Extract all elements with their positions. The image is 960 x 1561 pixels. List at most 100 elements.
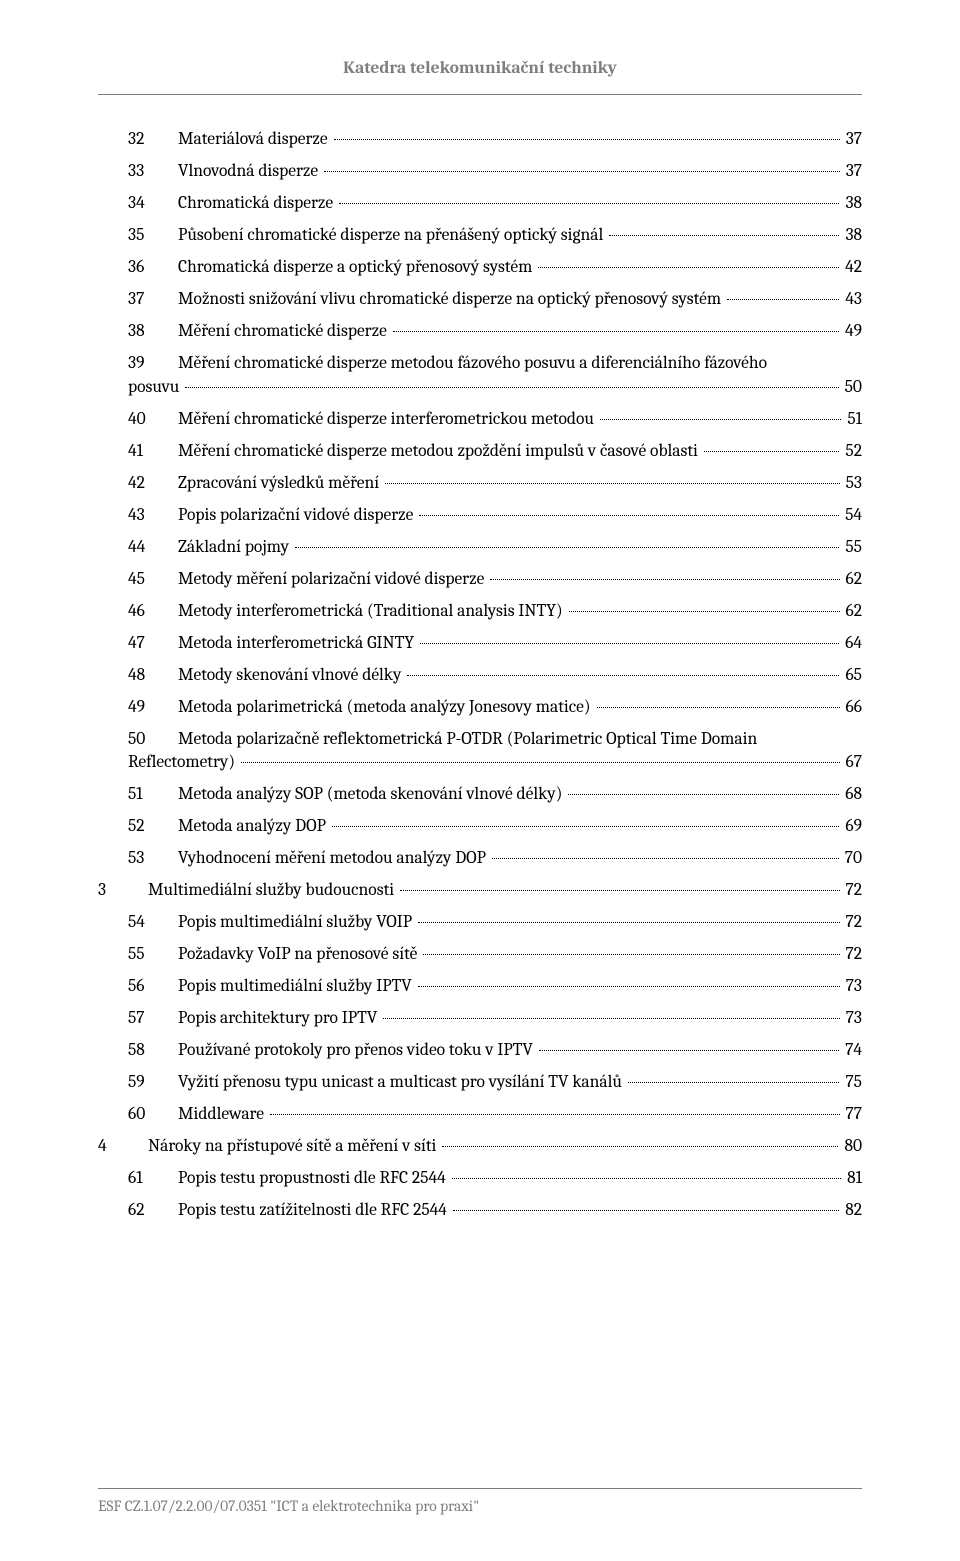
toc-entry[interactable]: 41Měření chromatické disperze metodou zp… bbox=[98, 443, 862, 461]
toc-number: 49 bbox=[128, 699, 178, 717]
toc-page: 51 bbox=[843, 411, 862, 429]
toc-entry-continuation[interactable]: Reflectometry)67 bbox=[98, 754, 862, 772]
toc-entry[interactable]: 55Požadavky VoIP na přenosové sítě72 bbox=[98, 946, 862, 964]
toc-entry[interactable]: 51Metoda analýzy SOP (metoda skenování v… bbox=[98, 786, 862, 804]
toc-title: Používané protokoly pro přenos video tok… bbox=[178, 1042, 537, 1060]
toc-title: Vyhodnocení měření metodou analýzy DOP bbox=[178, 850, 490, 868]
toc-entry[interactable]: 61Popis testu propustnosti dle RFC 25448… bbox=[98, 1170, 862, 1188]
toc-entry[interactable]: 60Middleware77 bbox=[98, 1106, 862, 1124]
header-title: Katedra telekomunikační techniky bbox=[343, 58, 617, 78]
toc-entry[interactable]: 57Popis architektury pro IPTV73 bbox=[98, 1010, 862, 1028]
toc-entry[interactable]: 34Chromatická disperze38 bbox=[98, 195, 862, 213]
page-footer: ESF CZ.1.07/2.2.00/07.0351 "ICT a elektr… bbox=[98, 1488, 862, 1515]
toc-page: 62 bbox=[842, 603, 863, 621]
toc-page: 72 bbox=[842, 946, 863, 964]
toc-page: 54 bbox=[841, 507, 862, 525]
toc-entry[interactable]: 32Materiálová disperze 37 bbox=[98, 131, 862, 149]
toc-leader bbox=[241, 762, 839, 763]
toc-title: Metoda analýzy DOP bbox=[178, 818, 330, 836]
toc-entry[interactable]: 38Měření chromatické disperze49 bbox=[98, 323, 862, 341]
toc-entry[interactable]: 44Základní pojmy55 bbox=[98, 539, 862, 557]
toc-number: 42 bbox=[128, 475, 178, 493]
toc-number: 45 bbox=[128, 571, 178, 589]
toc-title: Multimediální služby budoucnosti bbox=[148, 882, 398, 900]
toc-entry[interactable]: 59Vyžití přenosu typu unicast a multicas… bbox=[98, 1074, 862, 1092]
toc-entry[interactable]: 47Metoda interferometrická GINTY64 bbox=[98, 635, 862, 653]
toc-entry[interactable]: 53Vyhodnocení měření metodou analýzy DOP… bbox=[98, 850, 862, 868]
toc-number: 61 bbox=[128, 1170, 178, 1188]
toc-number: 56 bbox=[128, 978, 178, 996]
toc-title: Metoda polarimetrická (metoda analýzy Jo… bbox=[178, 699, 595, 717]
toc-number: 60 bbox=[128, 1106, 178, 1124]
toc-title: Popis multimediální služby VOIP bbox=[178, 914, 416, 932]
toc-page: 66 bbox=[842, 699, 862, 717]
toc-entry[interactable]: 4Nároky na přístupové sítě a měření v sí… bbox=[98, 1138, 862, 1156]
toc-title: Metoda polarizačně reflektometrická P-OT… bbox=[178, 731, 761, 749]
toc-entry[interactable]: 58Používané protokoly pro přenos video t… bbox=[98, 1042, 862, 1060]
toc-title: Materiálová disperze bbox=[178, 131, 332, 149]
toc-leader bbox=[704, 451, 840, 452]
toc-number: 47 bbox=[128, 635, 178, 653]
toc-entry[interactable]: 49Metoda polarimetrická (metoda analýzy … bbox=[98, 699, 862, 717]
toc-entry[interactable]: 62Popis testu zatížitelnosti dle RFC 254… bbox=[98, 1202, 862, 1220]
toc-title: Měření chromatické disperze metodou zpož… bbox=[178, 443, 702, 461]
toc-leader bbox=[492, 858, 839, 859]
toc-entry[interactable]: 46Metody interferometrická (Traditional … bbox=[98, 603, 862, 621]
toc-leader bbox=[420, 643, 839, 644]
toc-title: Metody interferometrická (Traditional an… bbox=[178, 603, 567, 621]
toc-entry[interactable]: 50Metoda polarizačně reflektometrická P-… bbox=[98, 731, 862, 749]
toc-entry[interactable]: 42Zpracování výsledků měření53 bbox=[98, 475, 862, 493]
toc-number: 33 bbox=[128, 163, 178, 181]
toc-leader bbox=[600, 419, 841, 420]
toc-entry[interactable]: 52Metoda analýzy DOP69 bbox=[98, 818, 862, 836]
toc-number: 52 bbox=[128, 818, 178, 836]
toc-title: Požadavky VoIP na přenosové sítě bbox=[178, 946, 421, 964]
toc-entry[interactable]: 56Popis multimediální služby IPTV73 bbox=[98, 978, 862, 996]
toc-entry[interactable]: 43Popis polarizační vidové disperze54 bbox=[98, 507, 862, 525]
toc-entry[interactable]: 3Multimediální služby budoucnosti 72 bbox=[98, 882, 862, 900]
toc-title: Popis testu zatížitelnosti dle RFC 2544 bbox=[178, 1202, 451, 1220]
toc-entry[interactable]: 39Měření chromatické disperze metodou fá… bbox=[98, 355, 862, 373]
toc-entry-continuation[interactable]: posuvu50 bbox=[98, 379, 862, 397]
toc-number: 32 bbox=[128, 131, 178, 149]
toc-title: Metody skenování vlnové délky bbox=[178, 667, 405, 685]
toc-page: 37 bbox=[842, 131, 862, 149]
toc-leader bbox=[295, 547, 839, 548]
toc-page: 74 bbox=[841, 1042, 862, 1060]
toc-number: 3 bbox=[98, 882, 148, 900]
toc-title: Popis polarizační vidové disperze bbox=[178, 507, 417, 525]
toc-title: Základní pojmy bbox=[178, 539, 293, 557]
toc-number: 41 bbox=[128, 443, 178, 461]
toc-page: 82 bbox=[841, 1202, 862, 1220]
toc-leader bbox=[727, 299, 839, 300]
toc-entry[interactable]: 54Popis multimediální služby VOIP 72 bbox=[98, 914, 862, 932]
toc-title: Metoda interferometrická GINTY bbox=[178, 635, 418, 653]
toc-entry[interactable]: 45Metody měření polarizační vidové dispe… bbox=[98, 571, 862, 589]
toc-leader bbox=[324, 171, 840, 172]
table-of-contents: 32Materiálová disperze 37 33Vlnovodná disp… bbox=[98, 131, 862, 1220]
toc-number: 54 bbox=[128, 914, 178, 932]
toc-title: Vyžití přenosu typu unicast a multicast … bbox=[178, 1074, 626, 1092]
toc-entry[interactable]: 40Měření chromatické disperze interferom… bbox=[98, 411, 862, 429]
toc-title: Metody měření polarizační vidové disperz… bbox=[178, 571, 488, 589]
toc-leader bbox=[423, 954, 839, 955]
toc-entry[interactable]: 33Vlnovodná disperze37 bbox=[98, 163, 862, 181]
toc-page: 65 bbox=[841, 667, 862, 685]
toc-leader bbox=[407, 675, 839, 676]
toc-number: 59 bbox=[128, 1074, 178, 1092]
toc-entry[interactable]: 36Chromatická disperze a optický přenoso… bbox=[98, 259, 862, 277]
toc-title: Nároky na přístupové sítě a měření v sít… bbox=[148, 1138, 440, 1156]
toc-page: 80 bbox=[840, 1138, 862, 1156]
toc-page: 53 bbox=[842, 475, 862, 493]
toc-page: 70 bbox=[841, 850, 862, 868]
toc-page: 72 bbox=[842, 914, 863, 932]
toc-leader bbox=[597, 707, 840, 708]
toc-entry[interactable]: 35Působení chromatické disperze na přená… bbox=[98, 227, 862, 245]
toc-entry[interactable]: 48Metody skenování vlnové délky 65 bbox=[98, 667, 862, 685]
toc-page: 72 bbox=[842, 882, 863, 900]
toc-page: 43 bbox=[841, 291, 862, 309]
toc-entry[interactable]: 37Možnosti snižování vlivu chromatické d… bbox=[98, 291, 862, 309]
toc-number: 48 bbox=[128, 667, 178, 685]
toc-leader bbox=[332, 826, 839, 827]
toc-leader bbox=[453, 1210, 839, 1211]
